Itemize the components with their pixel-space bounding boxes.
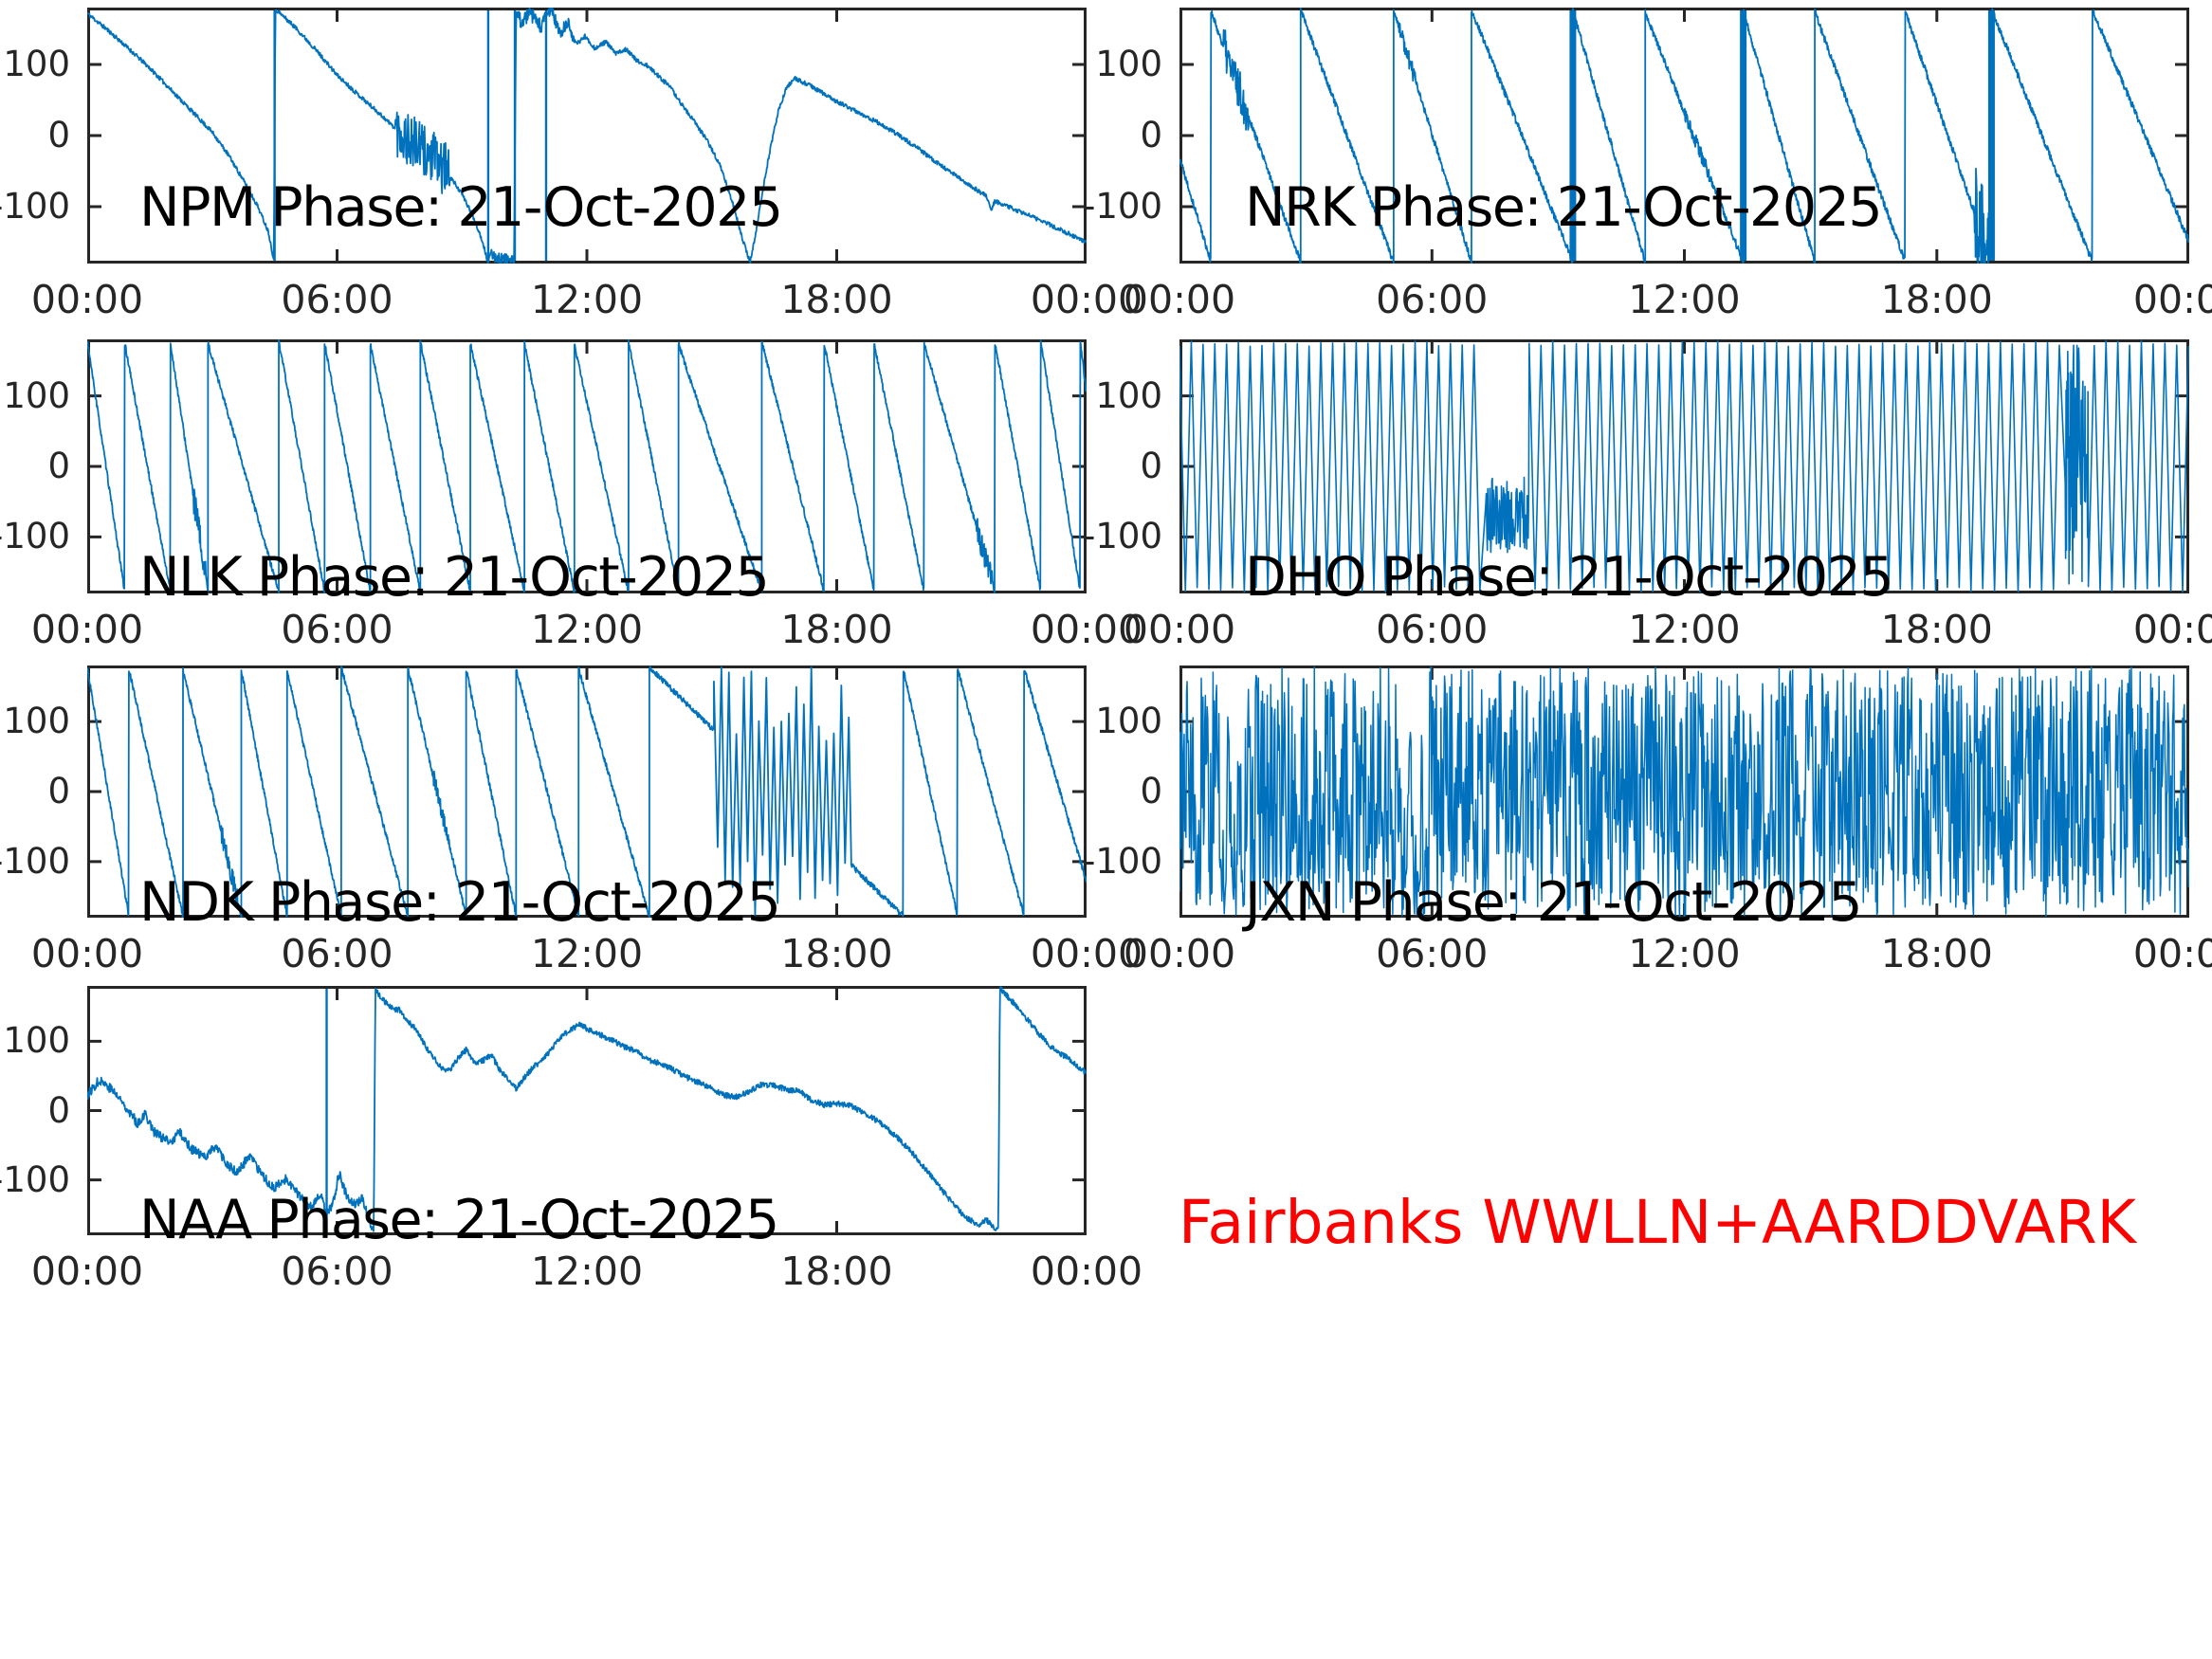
chart-NPM-ytick-label-100: 100 xyxy=(3,44,70,84)
chart-NRK-ytick-label-100: 100 xyxy=(1095,44,1162,84)
chart-NLK-ytick-label-100: 100 xyxy=(3,374,70,416)
chart-NLK-xtick-label-3: 18:00 xyxy=(780,607,893,652)
chart-DHO-trace xyxy=(1179,339,2189,593)
chart-NLK-xtick-label-1: 06:00 xyxy=(281,607,393,652)
chart-JXN-ytick-label-100: 100 xyxy=(1095,701,1162,742)
chart-DHO-plot-area xyxy=(1179,339,2189,593)
chart-NRK-plot-area xyxy=(1179,8,2189,264)
chart-NDK-xtick-label-0: 00:00 xyxy=(30,931,144,976)
chart-NAA-xtick-label-3: 18:00 xyxy=(780,1249,893,1294)
chart-NLK-ytick-label-0: 0 xyxy=(47,446,70,486)
chart-NAA-xtick-label-2: 12:00 xyxy=(530,1249,644,1294)
chart-NPM-tick-marks xyxy=(87,9,1087,262)
chart-NRK-xtick-label-0: 00:00 xyxy=(1123,277,1236,322)
chart-NDK-title: NDK Phase: 21-Oct-2025 xyxy=(139,871,781,934)
chart-NPM-title: NPM Phase: 21-Oct-2025 xyxy=(139,176,783,239)
chart-DHO-xtick-label-1: 06:00 xyxy=(1376,607,1489,652)
chart-NRK-trace xyxy=(1179,8,2189,264)
chart-NAA-title: NAA Phase: 21-Oct-2025 xyxy=(139,1189,779,1251)
chart-JXN-title: JXN Phase: 21-Oct-2025 xyxy=(1245,871,1863,934)
chart-NLK-trace xyxy=(87,339,1087,593)
chart-NAA-xtick-label-4: 00:00 xyxy=(1030,1249,1143,1294)
chart-NRK-title: NRK Phase: 21-Oct-2025 xyxy=(1245,176,1883,239)
chart-NDK-plot-area xyxy=(87,665,1087,918)
chart-JXN-xtick-label-4: 00:00 xyxy=(2132,931,2212,976)
chart-NDK-axes-box xyxy=(87,665,1087,918)
chart-NPM-xtick-label-1: 06:00 xyxy=(281,277,393,322)
chart-NLK-plot-area xyxy=(87,339,1087,593)
chart-NPM-xtick-label-4: 00:00 xyxy=(1030,277,1143,322)
chart-NLK-xtick-label-2: 12:00 xyxy=(530,607,644,652)
chart-DHO-ytick-label--100: -100 xyxy=(1083,516,1162,557)
chart-NDK-xtick-label-1: 06:00 xyxy=(281,931,393,976)
chart-JXN-xtick-label-3: 18:00 xyxy=(1880,931,1993,976)
chart-NRK-ytick-label--100: -100 xyxy=(1083,186,1162,227)
chart-DHO-xtick-label-3: 18:00 xyxy=(1880,607,1993,652)
chart-JXN-trace xyxy=(1179,665,2189,918)
chart-NPM-axes-box xyxy=(87,8,1087,264)
chart-JXN-ytick-label-0: 0 xyxy=(1140,771,1162,811)
chart-NLK-axes-box xyxy=(87,339,1087,593)
chart-NDK-ytick-label--100: -100 xyxy=(0,840,70,882)
chart-DHO-axes-box xyxy=(1179,339,2189,593)
chart-NRK-axes-box xyxy=(1179,8,2189,264)
chart-NRK-tick-marks xyxy=(1179,9,2189,262)
chart-JXN-xtick-label-1: 06:00 xyxy=(1376,931,1489,976)
chart-NRK-xtick-label-4: 00:00 xyxy=(2132,277,2212,322)
chart-NLK-xtick-label-4: 00:00 xyxy=(1030,607,1143,652)
chart-NLK-xtick-label-0: 00:00 xyxy=(30,607,144,652)
chart-NDK-tick-marks xyxy=(87,667,1087,916)
chart-NAA-xtick-label-1: 06:00 xyxy=(281,1249,393,1294)
chart-NAA-xtick-label-0: 00:00 xyxy=(30,1249,144,1294)
chart-NDK-xtick-label-4: 00:00 xyxy=(1030,931,1143,976)
chart-NAA-trace xyxy=(87,986,1087,1232)
chart-NPM-plot-area xyxy=(87,8,1087,264)
chart-NDK-ytick-label-0: 0 xyxy=(47,771,70,811)
chart-DHO-xtick-label-2: 12:00 xyxy=(1628,607,1741,652)
chart-NLK-ytick-label--100: -100 xyxy=(0,516,70,557)
chart-NRK-xtick-label-2: 12:00 xyxy=(1628,277,1741,322)
chart-NAA-tick-marks xyxy=(87,988,1087,1233)
chart-NPM-trace xyxy=(87,8,1087,264)
chart-NRK-xtick-label-3: 18:00 xyxy=(1880,277,1993,322)
annotation-fairbanks: Fairbanks WWLLN+AARDDVARK xyxy=(1179,1188,2136,1257)
chart-NPM-xtick-label-0: 00:00 xyxy=(30,277,144,322)
chart-JXN-plot-area xyxy=(1179,665,2189,918)
chart-JXN-xtick-label-2: 12:00 xyxy=(1628,931,1741,976)
chart-NDK-xtick-label-2: 12:00 xyxy=(530,931,644,976)
chart-DHO-xtick-label-4: 00:00 xyxy=(2132,607,2212,652)
chart-NAA-ytick-label-100: 100 xyxy=(3,1020,70,1062)
chart-NDK-trace xyxy=(87,665,1087,918)
chart-NDK-xtick-label-3: 18:00 xyxy=(780,931,893,976)
chart-NPM-ytick-label-0: 0 xyxy=(47,115,70,155)
chart-NAA-ytick-label--100: -100 xyxy=(0,1158,70,1200)
chart-NAA-axes-box xyxy=(87,986,1087,1235)
chart-NRK-ytick-label-0: 0 xyxy=(1140,115,1162,155)
chart-DHO-xtick-label-0: 00:00 xyxy=(1123,607,1236,652)
chart-DHO-title: DHO Phase: 21-Oct-2025 xyxy=(1245,546,1894,609)
chart-NDK-ytick-label-100: 100 xyxy=(3,701,70,742)
chart-NAA-plot-area xyxy=(87,986,1087,1235)
chart-NLK-title: NLK Phase: 21-Oct-2025 xyxy=(139,546,770,609)
chart-JXN-xtick-label-0: 00:00 xyxy=(1123,931,1236,976)
chart-NPM-xtick-label-3: 18:00 xyxy=(780,277,893,322)
chart-DHO-ytick-label-100: 100 xyxy=(1095,374,1162,416)
chart-NAA-ytick-label-0: 0 xyxy=(47,1089,70,1131)
chart-NPM-ytick-label--100: -100 xyxy=(0,186,70,227)
chart-JXN-ytick-label--100: -100 xyxy=(1083,840,1162,882)
chart-NRK-xtick-label-1: 06:00 xyxy=(1376,277,1489,322)
chart-NPM-xtick-label-2: 12:00 xyxy=(530,277,644,322)
chart-DHO-ytick-label-0: 0 xyxy=(1140,446,1162,486)
